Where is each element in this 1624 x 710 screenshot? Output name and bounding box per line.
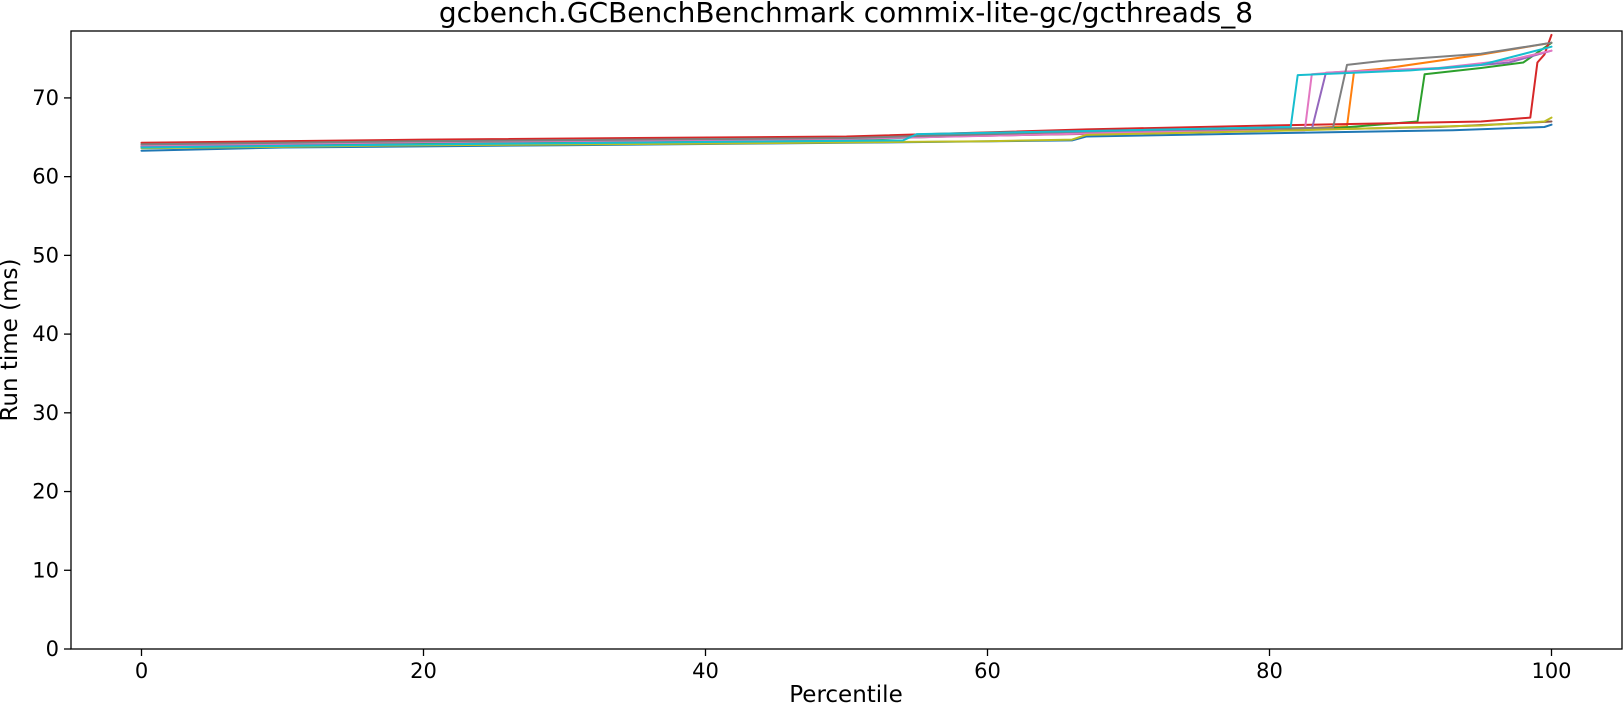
- series-line-8: [140, 41, 1553, 146]
- series-line-10: [140, 45, 1553, 149]
- y-axis-ticks: 0 10 20 30 40 50 60 70: [32, 86, 71, 661]
- y-tick-label: 40: [32, 322, 59, 346]
- y-tick-label: 20: [32, 480, 59, 504]
- chart-title: gcbench.GCBenchBenchmark commix-lite-gc/…: [439, 0, 1253, 29]
- x-tick-label: 60: [974, 659, 1001, 683]
- y-tick-label: 30: [32, 401, 59, 425]
- series-line-9: [140, 116, 1553, 150]
- x-axis-label: Percentile: [789, 682, 902, 708]
- x-tick-label: 80: [1256, 659, 1283, 683]
- x-tick-label: 20: [410, 659, 437, 683]
- x-tick-label: 0: [135, 659, 148, 683]
- x-tick-label: 100: [1531, 659, 1571, 683]
- series-line-4: [140, 33, 1553, 144]
- series-layer: [140, 33, 1553, 152]
- series-line-1: [140, 123, 1553, 152]
- y-tick-label: 50: [32, 243, 59, 267]
- x-tick-label: 40: [692, 659, 719, 683]
- y-axis-label: Run time (ms): [0, 258, 23, 421]
- y-tick-label: 70: [32, 86, 59, 110]
- x-axis-ticks: 0 20 40 60 80 100: [135, 649, 1572, 683]
- plot-frame: [70, 30, 1623, 650]
- y-tick-label: 10: [32, 558, 59, 582]
- y-tick-label: 0: [46, 637, 59, 661]
- y-tick-label: 60: [32, 165, 59, 189]
